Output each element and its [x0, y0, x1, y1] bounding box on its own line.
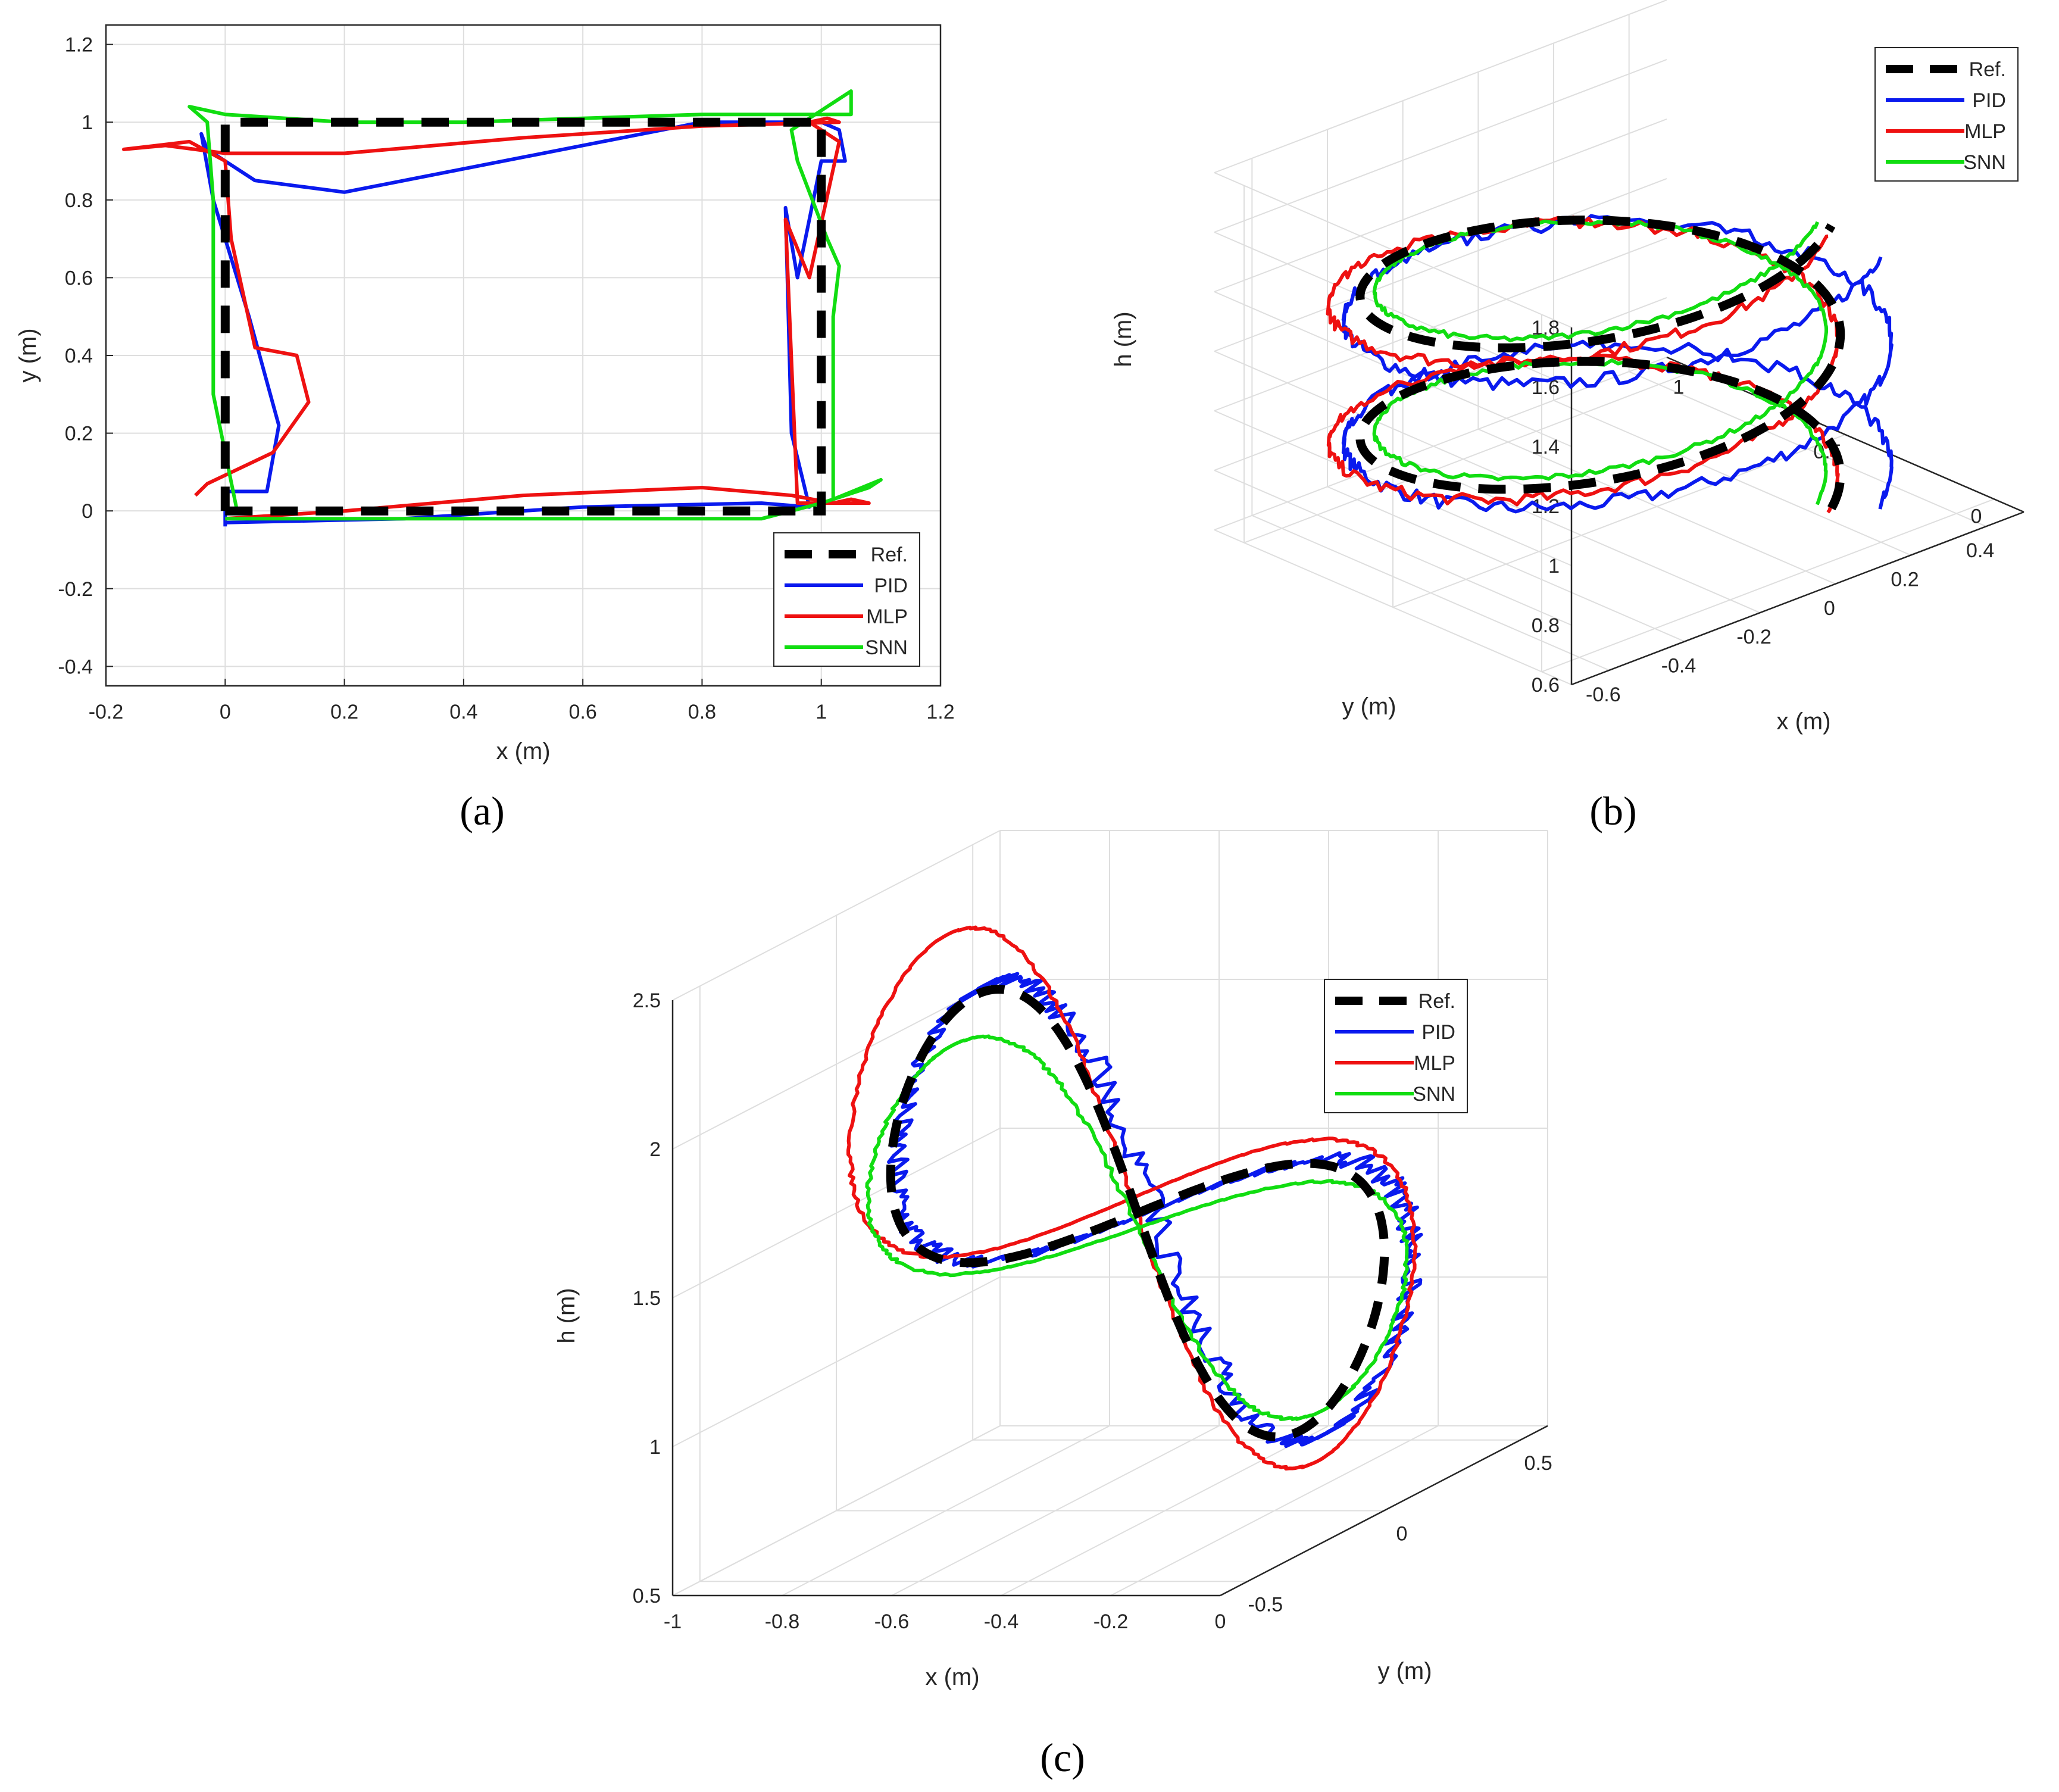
- grid-wall-h2: [672, 830, 1001, 1001]
- h-axis-label: h (m): [1110, 311, 1136, 367]
- grid-wall-h2: [672, 1276, 1001, 1447]
- grid-wall-h: [1214, 238, 1667, 411]
- legend-label-mlp: MLP: [1414, 1052, 1455, 1075]
- grid-wall-h: [1214, 59, 1667, 233]
- grid-wall-h2: [1214, 529, 1572, 685]
- legend-label-ref: Ref.: [1419, 990, 1455, 1013]
- y-tick-label: 0.2: [65, 423, 93, 445]
- h-tick-label: 0.6: [1532, 674, 1560, 697]
- y-axis-label: y (m): [15, 328, 41, 382]
- x-tick-label: 1.2: [926, 701, 954, 723]
- h-axis-label: h (m): [554, 1288, 580, 1343]
- legend-label-ref: Ref.: [1969, 58, 2006, 81]
- h-tick-label: 1: [1548, 555, 1560, 577]
- y-tick-label: 1: [1673, 376, 1685, 399]
- y-tick-label: 0: [1971, 505, 1982, 527]
- x-tick-label: -0.8: [765, 1610, 800, 1633]
- y-tick-label: -0.4: [58, 655, 93, 678]
- grid-wall-h: [1214, 178, 1667, 352]
- h-tick-label: 2: [649, 1138, 661, 1161]
- x-axis-line: [1571, 511, 2024, 686]
- series-pid-line: [199, 120, 847, 527]
- x-tick-label: -0.2: [1736, 626, 1771, 648]
- h-tick-label: 2.5: [633, 989, 661, 1012]
- y-tick-label: 0.4: [65, 345, 93, 367]
- x-tick-label: -0.6: [1586, 683, 1621, 706]
- x-tick-label: -1: [664, 1610, 682, 1633]
- grid-wall-h2: [1214, 232, 1572, 388]
- axes-box: [105, 24, 942, 687]
- x-tick-label: 0.2: [1891, 569, 1919, 591]
- legend-label-pid: PID: [874, 575, 908, 597]
- legend-label-pid: PID: [1421, 1021, 1455, 1044]
- x-axis-label: x (m): [1776, 708, 1830, 735]
- y-axis-label: y (m): [1377, 1658, 1432, 1684]
- x-tick-label: 0.4: [449, 701, 477, 723]
- h-tick-label: 1: [649, 1436, 661, 1459]
- x-tick-label: -0.4: [1661, 655, 1696, 678]
- series-ref-line: [220, 117, 826, 516]
- panel-label-b: (b): [1589, 788, 1636, 833]
- x-tick-label: 0.2: [330, 701, 358, 723]
- x-tick-label: 0.8: [688, 701, 716, 723]
- panel-c: -1 -0.8 -0.6 -0.4 -0.2 0 -0.5 0 0.5 0.5 1 1.5 2 2.5 x …: [554, 830, 1552, 1690]
- series-mlp-line: [122, 116, 871, 521]
- x-tick-label: -0.2: [89, 701, 124, 723]
- y-tick-label: 1.2: [65, 34, 93, 57]
- grid-floor-y: [1392, 434, 1846, 608]
- legend-label-ref: Ref.: [871, 544, 908, 566]
- h-tick-label: 1.5: [633, 1287, 661, 1310]
- h-tick-label: 0.8: [1532, 614, 1560, 637]
- legend-label-mlp: MLP: [866, 605, 908, 628]
- x-tick-label: 0: [220, 701, 231, 723]
- grid-wall-h2: [672, 979, 1001, 1150]
- series-ref-line: [1355, 216, 1845, 511]
- grid-wall-h: [1214, 0, 1667, 173]
- x-tick-label: 0.4: [1966, 539, 1994, 562]
- y-tick-label: 0: [1396, 1523, 1408, 1546]
- x-tick-label: -0.4: [984, 1610, 1019, 1633]
- grid-wall-h2: [1214, 351, 1572, 507]
- grid-floor-y: [1243, 369, 1697, 544]
- legend-label-snn: SNN: [1963, 151, 2006, 174]
- x-tick-label: 1: [816, 701, 827, 723]
- y-tick-label: 0.8: [65, 189, 93, 212]
- legend-label-snn: SNN: [1413, 1083, 1455, 1106]
- series-snn-line: [188, 89, 883, 521]
- y-tick-label: -0.5: [1248, 1593, 1283, 1616]
- legend-label-mlp: MLP: [1964, 120, 2006, 143]
- y-axis-line: [1220, 1425, 1548, 1597]
- series-snn-line: [865, 1034, 1409, 1421]
- x-axis-label: x (m): [925, 1664, 979, 1690]
- legend-label-snn: SNN: [865, 636, 908, 659]
- legend-label-pid: PID: [1972, 89, 2006, 112]
- x-tick-label: 0: [1824, 597, 1835, 620]
- x-tick-label: -0.2: [1093, 1610, 1129, 1633]
- x-tick-label: -0.6: [874, 1610, 910, 1633]
- grid-wall-h: [1214, 297, 1667, 471]
- series-ref-line: [886, 985, 1389, 1441]
- panel-b: -0.6-0.4-0.200.20.400.510.60.811.21.41.6…: [1110, 0, 2024, 735]
- x-tick-label: 0: [1215, 1610, 1226, 1633]
- y-axis-label: y (m): [1342, 694, 1396, 720]
- x-tick-label: 0.6: [569, 701, 597, 723]
- y-tick-label: 0.5: [1524, 1452, 1552, 1475]
- grid-floor-y: [1541, 498, 1995, 673]
- h-tick-label: 1.4: [1532, 436, 1560, 458]
- y-tick-label: -0.2: [58, 578, 93, 601]
- y-tick-label: 1: [82, 111, 93, 134]
- h-tick-label: 0.5: [633, 1585, 661, 1607]
- grid-wall-h2: [672, 1128, 1001, 1298]
- panel-a: -0.2 0 0.2 0.4 0.6 0.8 1 1.2 -0.4 -0.2 0 0.2 0.4 0.6 0…: [15, 24, 955, 764]
- y-tick-label: 0: [82, 500, 93, 523]
- x-axis-label: x (m): [496, 738, 550, 764]
- grid-wall-h2: [1214, 470, 1572, 626]
- grid-wall-h: [1214, 118, 1667, 292]
- panel-label-c: (c): [1040, 1735, 1085, 1780]
- grid-wall-h2: [672, 1425, 1001, 1596]
- panel-label-a: (a): [460, 788, 504, 833]
- y-tick-label: 0.6: [65, 267, 93, 289]
